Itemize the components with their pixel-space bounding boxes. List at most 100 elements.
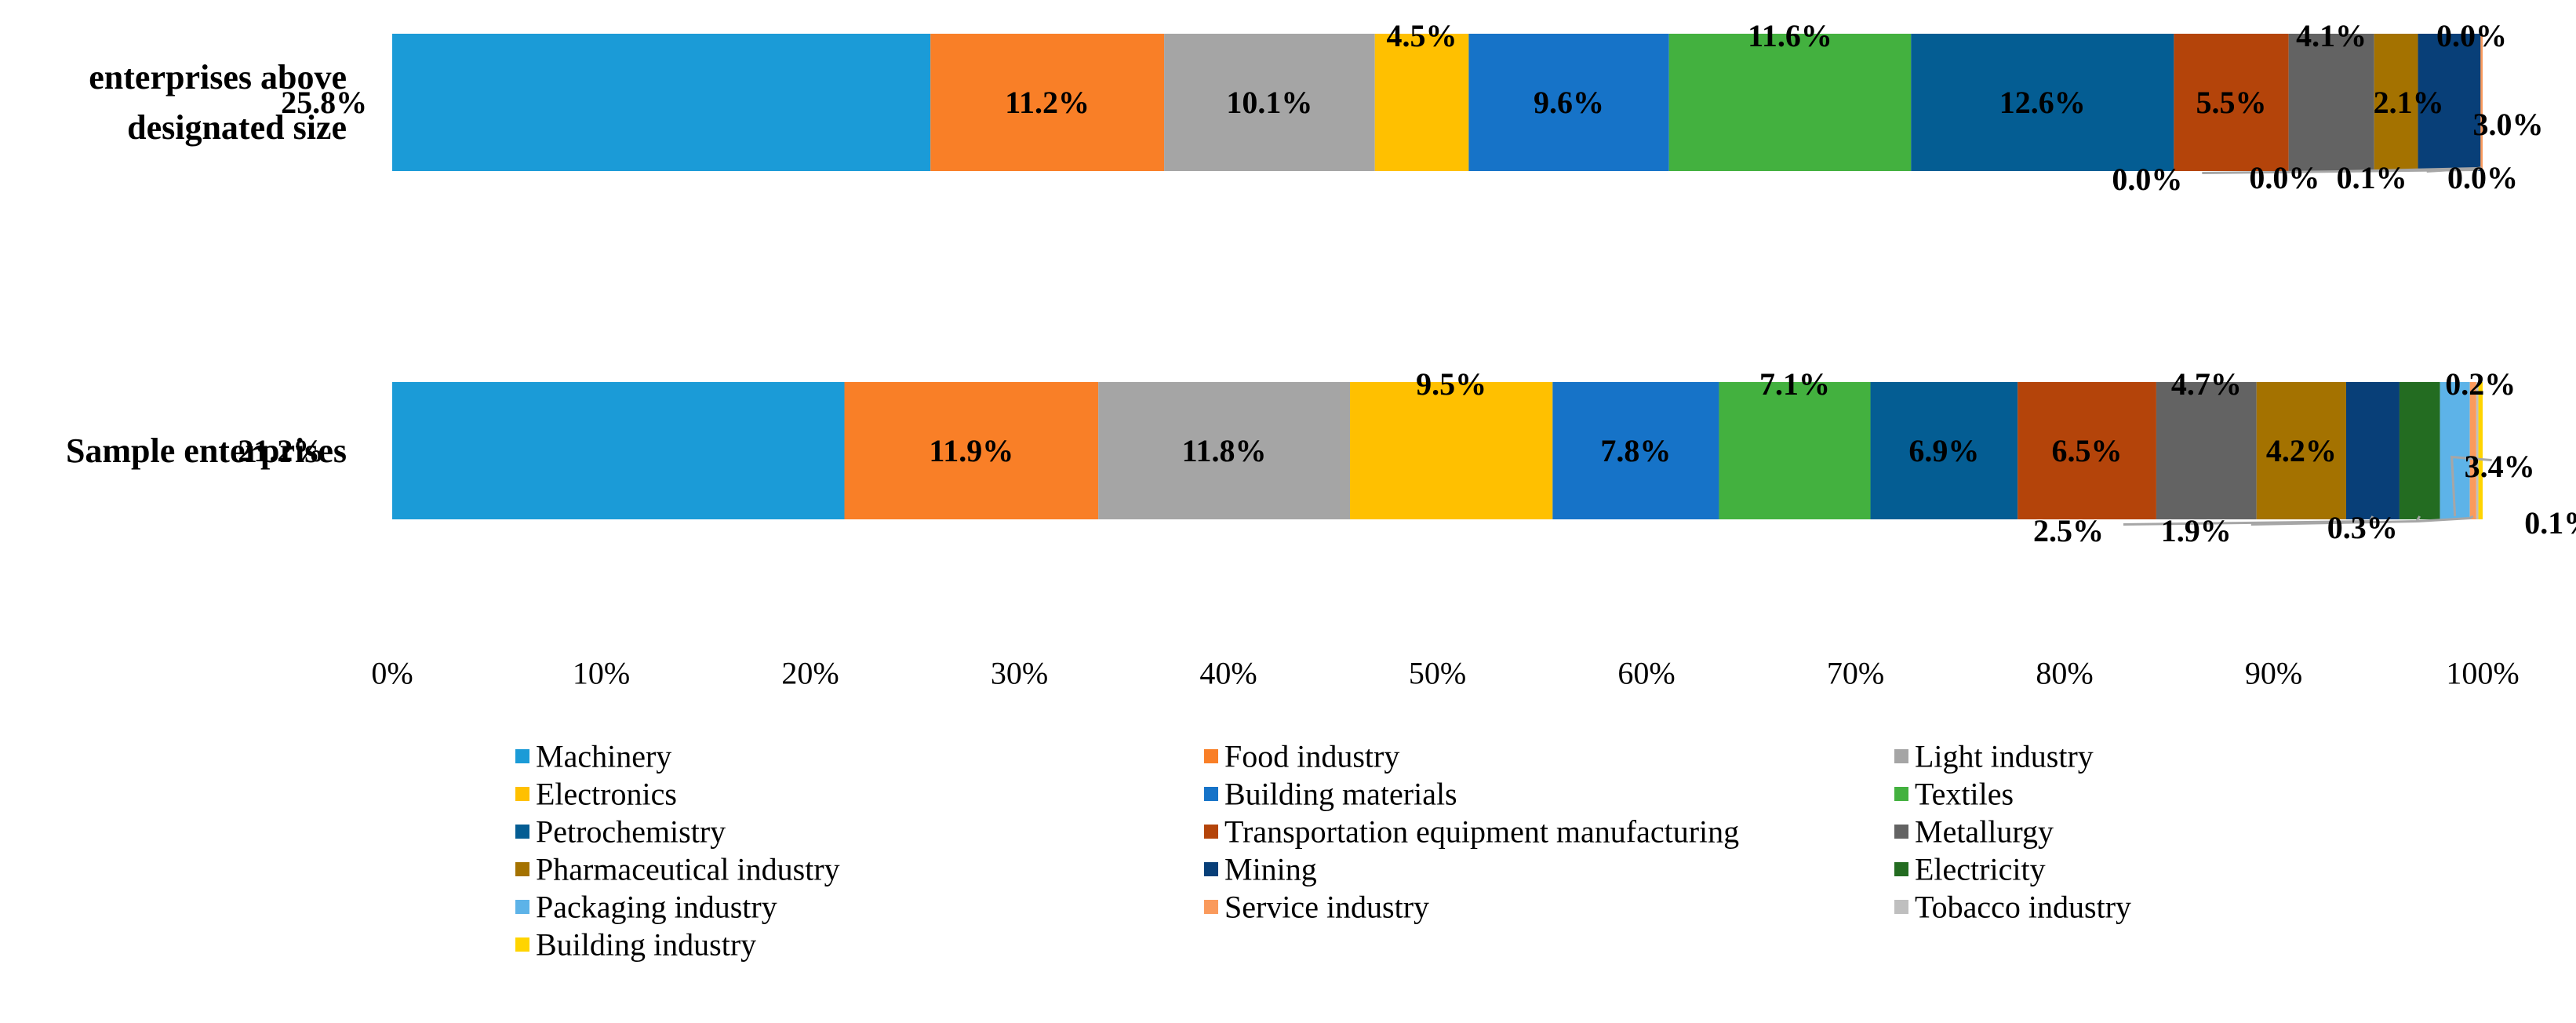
data-label-food-industry: 11.2% [1005, 85, 1090, 120]
data-label-metallurgy: 4.7% [2171, 366, 2242, 402]
leader-line-packaging-industry [2450, 455, 2492, 517]
legend-swatch-transportation-equipment-manufacturing [1204, 825, 1218, 839]
legend-swatch-mining [1204, 862, 1218, 876]
bar-segment-sample-petrochemistry [1870, 382, 2018, 519]
x-tick-label: 10% [573, 656, 630, 691]
data-label-transportation-equipment-manufacturing: 5.5% [2196, 85, 2267, 120]
bar-segment-above-size-transportation-equipment-manufacturing [2174, 34, 2289, 171]
leader-line-service-industry [2417, 515, 2474, 522]
legend-swatch-electronics [515, 787, 529, 801]
data-label-packaging-industry: 3.4% [2465, 449, 2535, 484]
legend-swatch-pharmaceutical-industry [515, 862, 529, 876]
legend-swatch-building-materials [1204, 787, 1218, 801]
data-label-electricity: 1.9% [2161, 513, 2232, 548]
legend: Machinery Food industry Light industry Elec… [515, 739, 2131, 963]
leader-lines [2123, 166, 2492, 526]
data-label-service-industry: 0.3% [2327, 510, 2398, 545]
legend-label-service-industry: Service industry [1224, 890, 1429, 925]
data-label-pharmaceutical-industry: 2.1% [2374, 85, 2444, 120]
bar-segment-sample-tobacco-industry [2476, 382, 2479, 519]
bar-segment-sample-textiles [1719, 382, 1871, 519]
bar-segment-above-size-machinery [392, 34, 931, 171]
data-label-food-industry: 11.9% [929, 433, 1013, 468]
data-label-building-industry: 0.0% [2436, 18, 2507, 53]
data-label-service-industry: 0.1% [2337, 160, 2407, 195]
legend-label-textiles: Textiles [1915, 777, 2014, 812]
category-label: designated size [127, 108, 347, 147]
legend-swatch-machinery [515, 749, 529, 763]
bar-segment-sample-mining [2345, 382, 2400, 519]
legend-label-pharmaceutical-industry: Pharmaceutical industry [536, 852, 840, 887]
bar-segments [392, 34, 2483, 519]
leader-line-service-industry [2426, 166, 2482, 173]
bar-segment-above-size-electronics [1374, 34, 1469, 171]
data-label-electronics: 9.5% [1416, 366, 1486, 402]
x-tick-label: 30% [991, 656, 1048, 691]
x-tick-label: 40% [1199, 656, 1257, 691]
data-label-packaging-industry: 0.0% [2249, 160, 2319, 195]
bar-segment-sample-light-industry [1098, 382, 1351, 519]
x-tick-label: 90% [2245, 656, 2302, 691]
x-tick-label: 60% [1617, 656, 1675, 691]
x-tick-label: 70% [1827, 656, 1884, 691]
bar-segment-sample-pharmaceutical-industry [2256, 382, 2346, 519]
bar-segment-above-size-textiles [1668, 34, 1912, 171]
data-label-electricity: 0.0% [2112, 162, 2182, 197]
legend-swatch-building-industry [515, 937, 529, 952]
bar-segment-sample-building-materials [1552, 382, 1719, 519]
bar-segment-sample-electricity [2399, 382, 2440, 519]
legend-swatch-light-industry [1894, 749, 1908, 763]
data-label-building-materials: 7.8% [1600, 433, 1671, 468]
data-label-transportation-equipment-manufacturing: 6.5% [2052, 433, 2123, 468]
category-label: Sample enterprises [66, 431, 347, 470]
data-label-tobacco-industry: 0.0% [2447, 160, 2518, 195]
legend-label-metallurgy: Metallurgy [1915, 814, 2054, 850]
category-labels: enterprises above designated size Sample e… [66, 58, 347, 470]
bar-segment-above-size-service-industry [2480, 34, 2483, 171]
bar-segment-sample-transportation-equipment-manufacturing [2018, 382, 2156, 519]
data-label-building-materials: 9.6% [1534, 85, 1604, 120]
legend-label-electronics: Electronics [536, 777, 677, 812]
data-label-machinery: 21.2% [238, 433, 324, 468]
legend-swatch-tobacco-industry [1894, 900, 1908, 914]
bar-segment-sample-machinery [392, 382, 845, 519]
legend-label-transportation-equipment-manufacturing: Transportation equipment manufacturing [1224, 814, 1739, 850]
data-label-light-industry: 10.1% [1226, 85, 1312, 120]
x-tick-label: 100% [2446, 656, 2519, 691]
legend-swatch-textiles [1894, 787, 1908, 801]
legend-label-building-materials: Building materials [1224, 777, 1457, 812]
bar-segment-sample-service-industry [2469, 382, 2476, 519]
category-label: enterprises above [89, 58, 347, 96]
legend-label-building-industry: Building industry [536, 927, 756, 963]
legend-label-packaging-industry: Packaging industry [536, 890, 777, 925]
legend-swatch-service-industry [1204, 900, 1218, 914]
legend-label-mining: Mining [1224, 852, 1317, 887]
data-label-machinery: 25.8% [281, 85, 367, 120]
data-label-tobacco-industry: 0.1% [2524, 505, 2576, 541]
data-label-building-industry: 0.2% [2445, 366, 2516, 402]
legend-swatch-packaging-industry [515, 900, 529, 914]
bar-segment-above-size-pharmaceutical-industry [2374, 34, 2418, 171]
bar-segment-sample-building-industry [2478, 382, 2483, 519]
legend-label-light-industry: Light industry [1915, 739, 2094, 774]
data-label-metallurgy: 4.1% [2296, 18, 2367, 53]
bar-segment-above-size-metallurgy [2288, 34, 2374, 171]
data-label-electronics: 4.5% [1387, 18, 1457, 53]
legend-swatch-metallurgy [1894, 825, 1908, 839]
legend-swatch-petrochemistry [515, 825, 529, 839]
legend-label-electricity: Electricity [1915, 852, 2046, 887]
data-label-light-industry: 11.8% [1182, 433, 1267, 468]
bar-segment-above-size-light-industry [1164, 34, 1375, 171]
bar-segment-above-size-food-industry [930, 34, 1165, 171]
x-tick-label: 0% [371, 656, 413, 691]
x-axis-ticks: 0% 10% 20% 30% 40% 50% 60% 70% 80% 90% 100% [371, 656, 2519, 691]
legend-swatch-electricity [1894, 862, 1908, 876]
bar-segment-above-size-building-materials [1468, 34, 1669, 171]
data-label-petrochemistry: 12.6% [1999, 85, 2086, 120]
legend-label-machinery: Machinery [536, 739, 671, 774]
data-label-mining: 3.0% [2472, 107, 2543, 142]
data-label-petrochemistry: 6.9% [1908, 433, 1979, 468]
legend-swatch-food-industry [1204, 749, 1218, 763]
